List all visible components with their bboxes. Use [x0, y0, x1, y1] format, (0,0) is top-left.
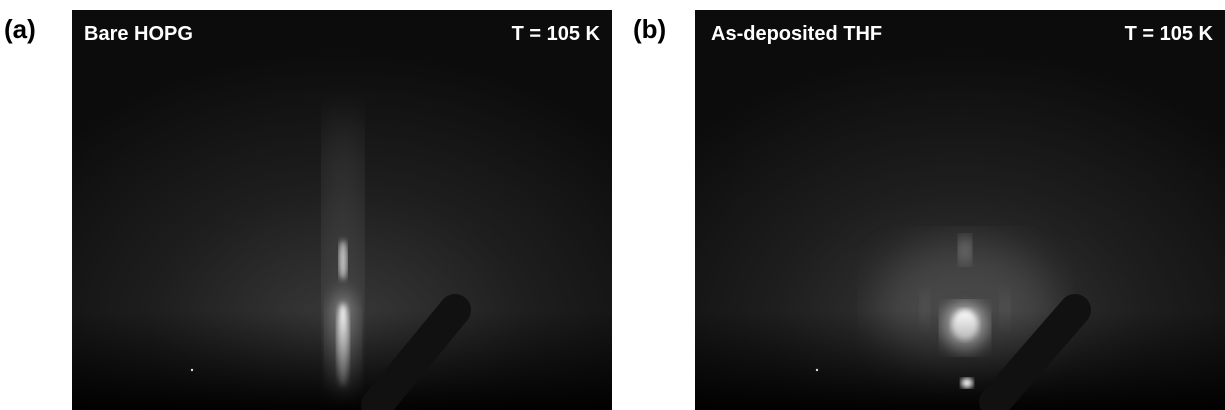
- panel-label: (b): [633, 14, 666, 44]
- rheed-image: As-deposited THF T = 105 K: [695, 10, 1225, 410]
- panel-title: Bare HOPG: [84, 23, 193, 45]
- rheed-image: Bare HOPG T = 105 K: [72, 10, 612, 410]
- figure: (a) Bare HOPG T = 105 K (b) As-deposited…: [0, 0, 1225, 410]
- shadow-edge: [72, 310, 612, 410]
- diffraction-spot: [339, 240, 347, 280]
- speck: [191, 369, 193, 371]
- diffraction-spot: [959, 236, 971, 264]
- panel-title: As-deposited THF: [711, 23, 882, 45]
- temperature: T = 105 K: [1125, 23, 1214, 45]
- specular-spot: [961, 378, 973, 388]
- panel-label: (a): [4, 14, 36, 44]
- temperature: T = 105 K: [512, 23, 601, 45]
- speck: [816, 369, 818, 371]
- shadow-edge: [695, 310, 1225, 410]
